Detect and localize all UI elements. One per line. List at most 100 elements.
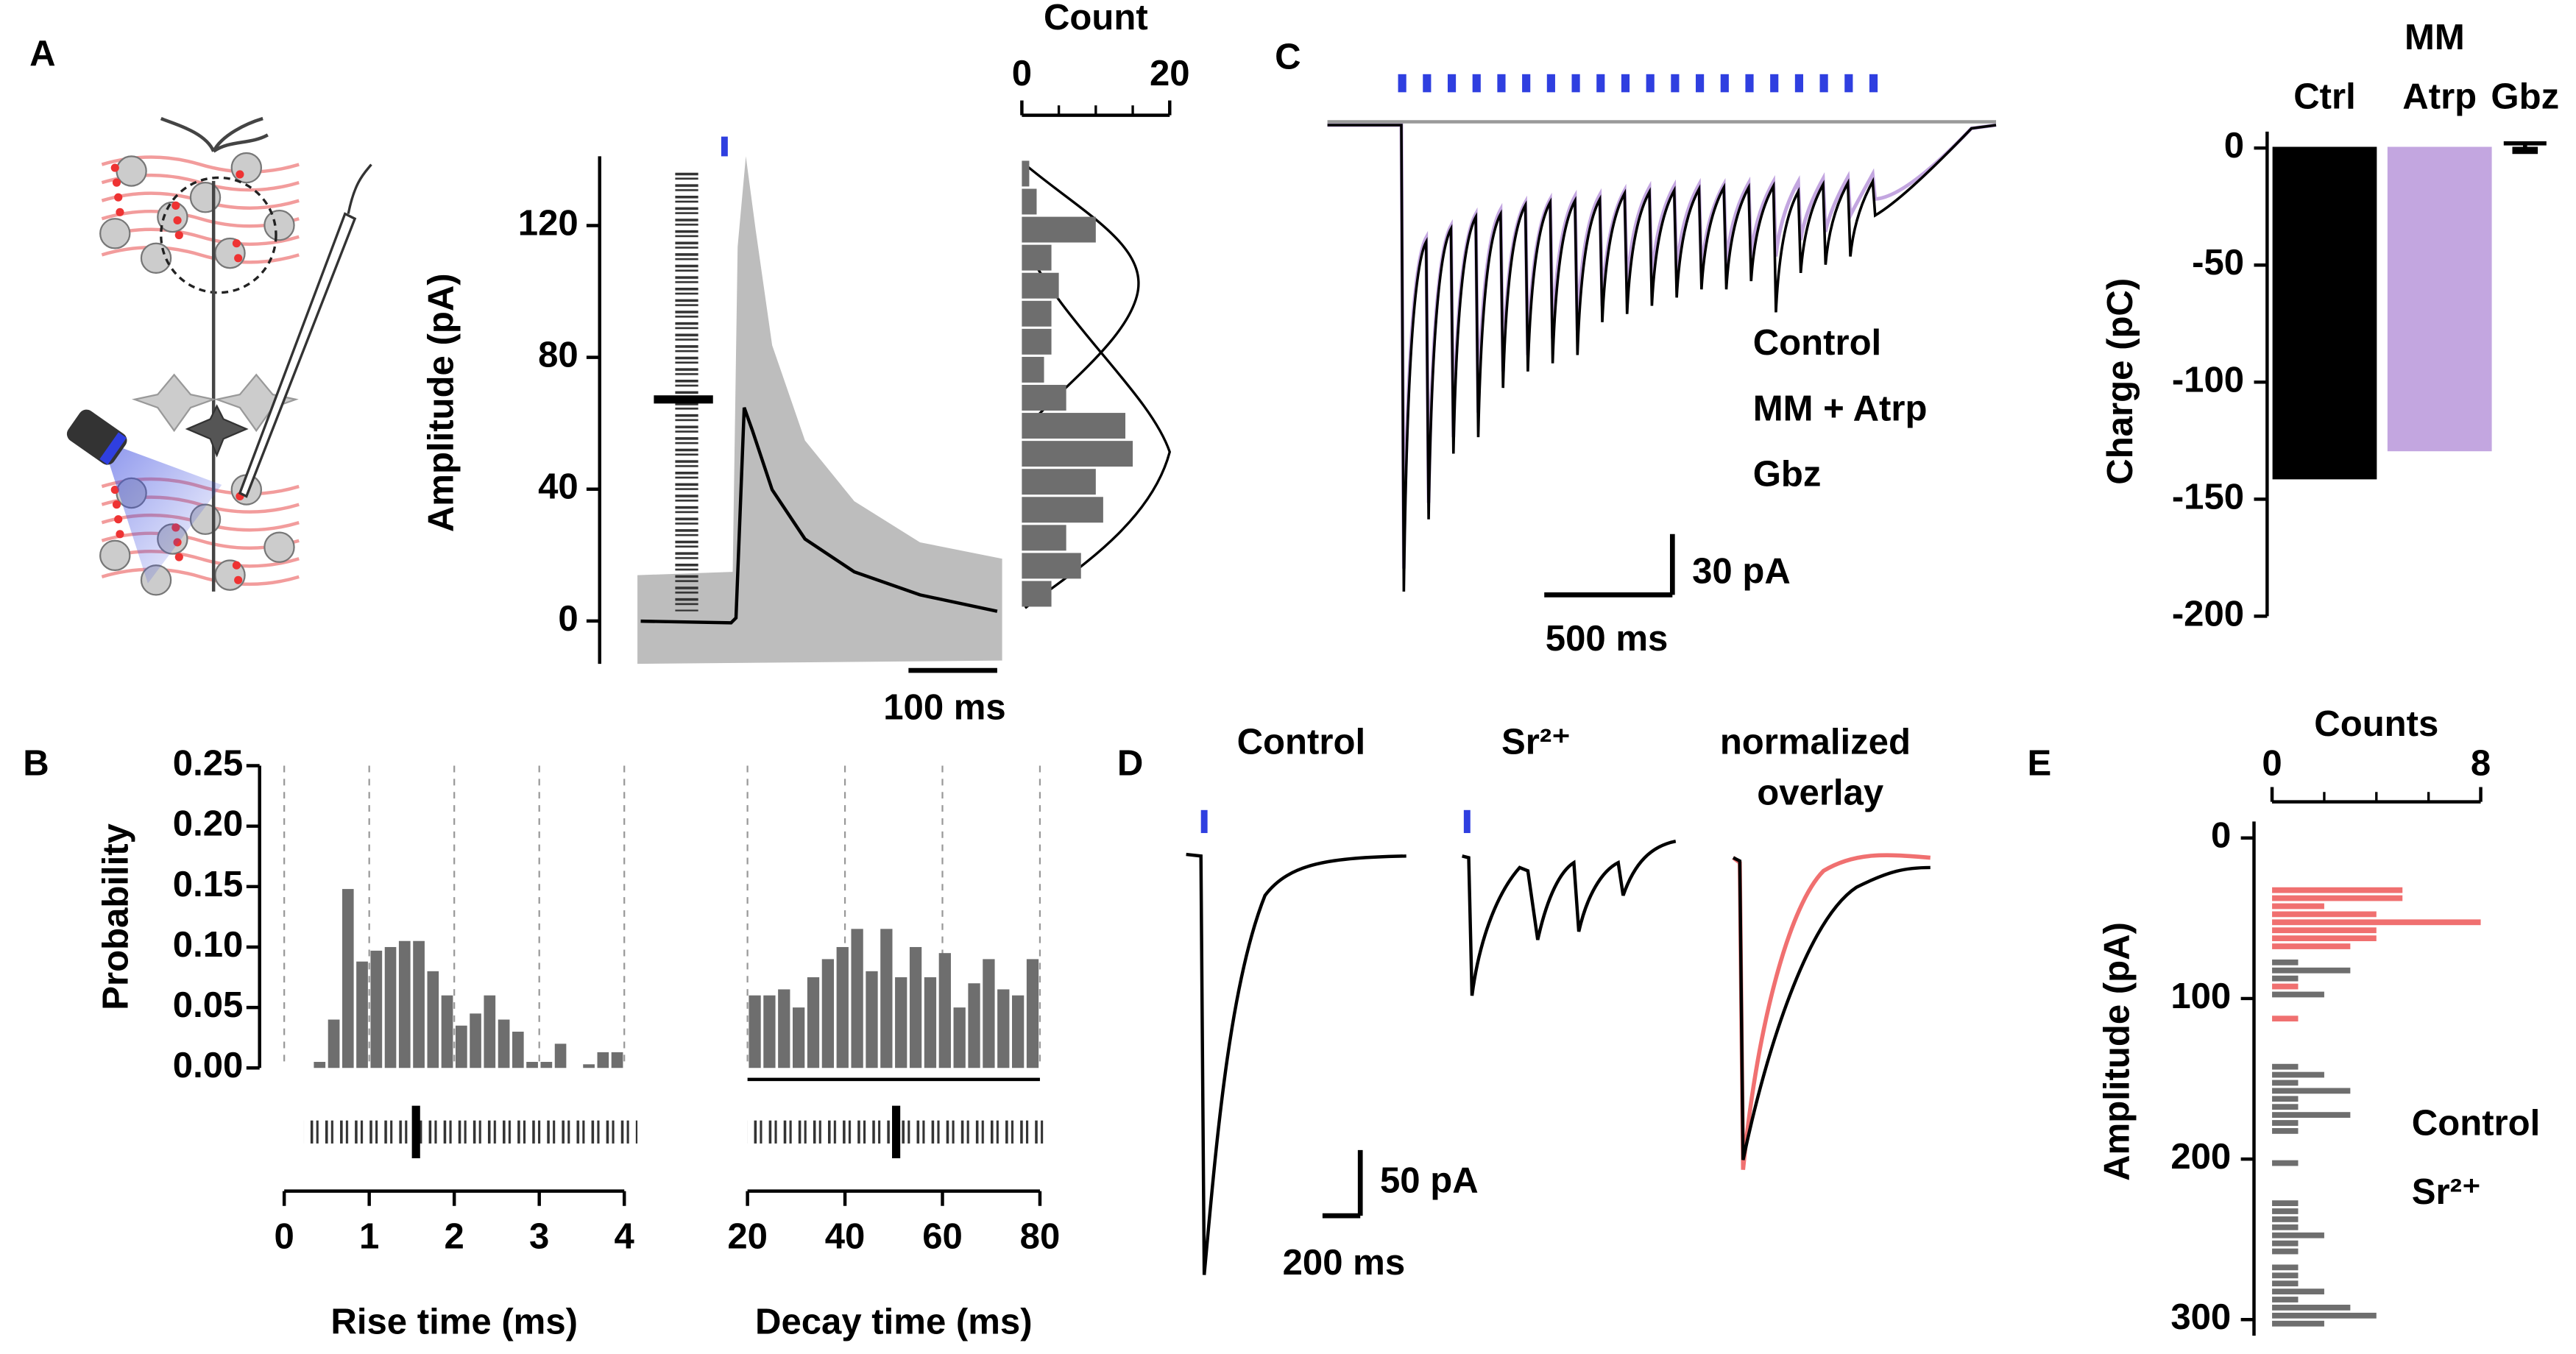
bar [2272, 1088, 2351, 1094]
y-tick-label: -100 [2172, 360, 2244, 400]
bar [997, 989, 1010, 1068]
x-tick-label: 4 [615, 1216, 635, 1256]
panel-label: C [1275, 38, 1301, 77]
bar [413, 940, 425, 1068]
legend-label: Gbz [1753, 455, 1822, 495]
bar [1022, 553, 1081, 579]
bar [938, 953, 951, 1068]
bar [983, 959, 995, 1068]
bar [1022, 441, 1133, 467]
stimulus [1463, 809, 1471, 834]
legend-label: Control [2412, 1103, 2541, 1143]
bar [540, 1062, 553, 1068]
puncta [112, 178, 121, 187]
bar [2272, 1104, 2299, 1110]
bar [2272, 1248, 2299, 1255]
bar [2272, 1016, 2299, 1022]
trace [1327, 124, 1997, 592]
legend-label: Sr²⁺ [2412, 1172, 2481, 1212]
x-tick-label: 3 [529, 1216, 549, 1256]
tissue-fiber [101, 550, 300, 568]
bar [498, 1019, 510, 1068]
bar [2272, 1120, 2299, 1126]
cell [157, 201, 188, 233]
bar [793, 1007, 805, 1068]
bar [2272, 927, 2377, 934]
scale-bar-label: 100 ms [883, 688, 1006, 728]
bar [909, 946, 922, 1068]
puncta [112, 500, 121, 509]
bar [455, 1025, 467, 1068]
bar [512, 1031, 524, 1068]
stimulus [1200, 809, 1208, 834]
bar [1022, 385, 1066, 411]
bar [441, 995, 453, 1068]
bar [526, 1062, 538, 1068]
bar [2272, 1128, 2299, 1134]
text-line: Ctrl [2293, 77, 2356, 116]
bar [2272, 1063, 2299, 1070]
y-tick-label: 40 [538, 467, 578, 507]
x-tick-label: 1 [359, 1216, 379, 1256]
legend-label: Control [1753, 323, 1882, 363]
stimulus [1522, 74, 1531, 93]
stimulus [1472, 74, 1481, 93]
panel-label: E [2027, 744, 2051, 784]
y-tick-label: 0.05 [173, 985, 244, 1025]
neuron [131, 373, 217, 433]
x-tick-label: 0 [2262, 744, 2282, 784]
stimulus [1398, 74, 1406, 93]
bar [2272, 1224, 2299, 1230]
bar [2272, 1096, 2299, 1102]
y-axis-label: Charge (pC) [2101, 278, 2140, 485]
bar [2272, 1297, 2299, 1302]
bar [2272, 919, 2481, 926]
stimulus [1869, 74, 1878, 93]
bar [1022, 356, 1044, 383]
trace [1462, 840, 1677, 996]
bar [821, 959, 835, 1068]
bar [953, 1007, 966, 1068]
bar [2272, 975, 2299, 982]
panel-label: A [29, 34, 55, 74]
scale-bar-label: 30 pA [1692, 551, 1791, 591]
bar [1026, 959, 1039, 1068]
y-tick-label: 0 [2211, 816, 2231, 856]
bar [328, 1019, 340, 1068]
bar [2272, 1160, 2299, 1166]
bar [384, 946, 397, 1068]
x-axis-label: Counts [2314, 704, 2438, 744]
x-tick-label: 20 [1150, 54, 1190, 93]
stimulus [1671, 74, 1680, 93]
bar [2272, 903, 2324, 910]
stimulus [721, 136, 728, 157]
y-tick-label: 0 [2224, 126, 2244, 166]
cell [230, 152, 263, 184]
bar [1022, 328, 1052, 355]
cell [116, 155, 147, 187]
bar [2272, 959, 2299, 965]
x-tick-label: 0 [1012, 54, 1032, 93]
bar [2272, 1312, 2377, 1319]
cell [99, 218, 131, 249]
bar [2272, 1264, 2299, 1271]
y-tick-label: 100 [2170, 976, 2231, 1016]
bar [1022, 216, 1096, 243]
y-tick-label: 0.25 [173, 744, 244, 784]
x-axis-label: Decay time (ms) [755, 1302, 1033, 1341]
bar [2272, 895, 2403, 901]
text-line: Gbz [2491, 77, 2559, 116]
raster [675, 171, 698, 612]
bar [2272, 1200, 2299, 1206]
x-tick-label: MM Atrp [2402, 18, 2477, 116]
bar [1022, 160, 1030, 187]
bar [2272, 911, 2377, 918]
bar [2272, 1071, 2324, 1078]
bar [1012, 995, 1025, 1068]
panel-label: B [23, 744, 49, 784]
x-tick-label: 20 [727, 1216, 768, 1256]
x-axis-label: Count [1044, 0, 1148, 38]
bar [749, 995, 761, 1068]
bar [1022, 469, 1096, 495]
legend-label: MM + Atrp [1753, 389, 1928, 428]
